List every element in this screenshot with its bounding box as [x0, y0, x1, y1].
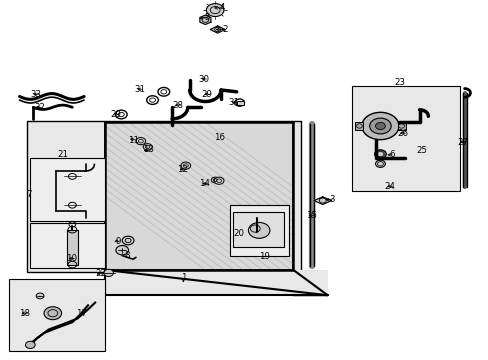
- Circle shape: [103, 269, 113, 276]
- Circle shape: [36, 293, 44, 299]
- Bar: [354, 122, 363, 130]
- Text: 12: 12: [177, 165, 188, 174]
- Circle shape: [361, 112, 398, 140]
- Bar: [30, 158, 105, 221]
- Circle shape: [122, 236, 134, 245]
- Circle shape: [369, 118, 390, 134]
- Text: 18: 18: [20, 309, 30, 318]
- Text: 13: 13: [143, 145, 154, 154]
- Circle shape: [25, 341, 35, 348]
- Bar: [105, 122, 293, 270]
- Text: 6: 6: [389, 150, 394, 159]
- Circle shape: [116, 246, 128, 255]
- Text: 32: 32: [34, 103, 45, 112]
- Text: 23: 23: [394, 77, 405, 86]
- Bar: [233, 212, 283, 247]
- Bar: [30, 223, 105, 268]
- Bar: [229, 205, 288, 256]
- Polygon shape: [313, 197, 331, 204]
- Circle shape: [181, 162, 190, 169]
- Text: 14: 14: [199, 179, 210, 188]
- Text: 28: 28: [172, 100, 183, 109]
- Polygon shape: [200, 15, 210, 24]
- Polygon shape: [293, 270, 327, 295]
- Bar: [9, 279, 105, 351]
- Text: 3: 3: [329, 195, 334, 204]
- Bar: [66, 230, 78, 265]
- Text: 31: 31: [228, 98, 239, 107]
- Text: 26: 26: [397, 129, 407, 138]
- Text: 33: 33: [31, 90, 41, 99]
- Text: 11: 11: [128, 136, 139, 145]
- Circle shape: [248, 222, 269, 238]
- Text: 31: 31: [135, 85, 145, 94]
- Bar: [105, 270, 327, 295]
- Text: 8: 8: [124, 251, 130, 260]
- Text: 2: 2: [222, 25, 227, 34]
- Text: 17: 17: [76, 310, 86, 319]
- Text: 5: 5: [204, 13, 210, 22]
- Text: 10: 10: [66, 254, 77, 263]
- Text: 21: 21: [57, 150, 68, 158]
- Text: 20: 20: [233, 229, 244, 238]
- Text: 19: 19: [259, 252, 269, 261]
- Text: 27: 27: [457, 138, 468, 147]
- Text: 7: 7: [26, 190, 32, 199]
- Bar: [236, 101, 243, 105]
- Circle shape: [143, 144, 152, 150]
- Circle shape: [211, 177, 219, 183]
- Bar: [351, 86, 459, 191]
- Circle shape: [44, 307, 61, 320]
- Circle shape: [374, 150, 386, 158]
- Text: 22: 22: [96, 269, 106, 278]
- Text: 4: 4: [219, 3, 224, 12]
- Circle shape: [214, 177, 224, 184]
- Bar: [397, 122, 405, 130]
- Circle shape: [375, 122, 385, 130]
- Text: 9: 9: [116, 237, 121, 246]
- Bar: [27, 121, 300, 272]
- Circle shape: [206, 4, 224, 17]
- Text: 16: 16: [213, 133, 224, 142]
- Circle shape: [375, 160, 385, 167]
- Text: 1: 1: [180, 273, 186, 282]
- Text: 30: 30: [198, 75, 209, 84]
- Polygon shape: [210, 26, 224, 33]
- Circle shape: [136, 138, 145, 145]
- Text: 25: 25: [416, 146, 427, 155]
- Text: 24: 24: [384, 182, 394, 191]
- Text: 15: 15: [305, 211, 316, 220]
- Text: 29: 29: [110, 110, 121, 119]
- Text: 29: 29: [202, 90, 212, 99]
